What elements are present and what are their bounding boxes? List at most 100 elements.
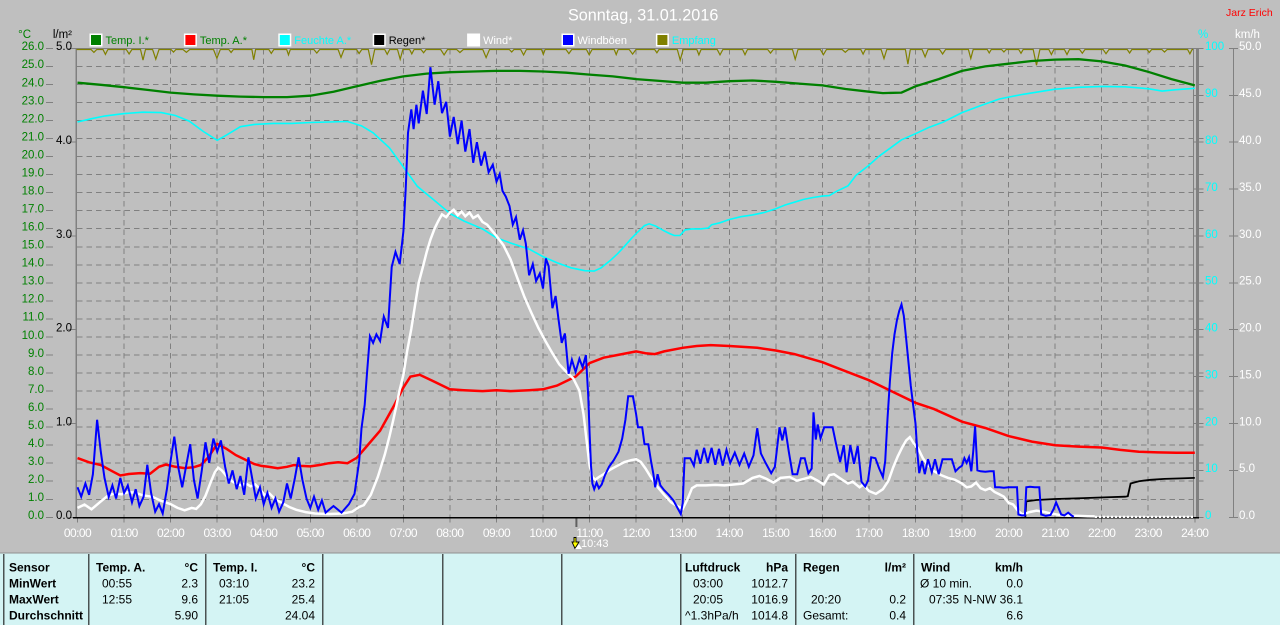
svg-text:26.0: 26.0 — [22, 41, 44, 53]
svg-text:°C: °C — [185, 561, 199, 575]
svg-text:17.0: 17.0 — [22, 204, 44, 216]
svg-text:2.0: 2.0 — [28, 474, 44, 486]
svg-text:Windböen: Windböen — [578, 35, 628, 47]
svg-text:14.0: 14.0 — [22, 258, 44, 270]
svg-text:5.0: 5.0 — [28, 420, 44, 432]
svg-text:24.0: 24.0 — [22, 77, 44, 89]
svg-text:Durchschnitt: Durchschnitt — [9, 609, 83, 623]
svg-text:MinWert: MinWert — [9, 577, 56, 591]
svg-text:20.0: 20.0 — [22, 149, 44, 161]
svg-text:Temp. A.*: Temp. A.* — [200, 35, 248, 47]
svg-text:21:05: 21:05 — [219, 593, 249, 607]
svg-text:hPa: hPa — [766, 561, 788, 575]
svg-text:20:20: 20:20 — [811, 593, 841, 607]
svg-text:5.0: 5.0 — [1239, 463, 1255, 475]
svg-text:00:00: 00:00 — [64, 526, 92, 540]
svg-text:17:00: 17:00 — [855, 526, 883, 540]
svg-text:MaxWert: MaxWert — [9, 593, 59, 607]
svg-text:0.0: 0.0 — [56, 510, 72, 522]
svg-text:10: 10 — [1205, 463, 1218, 475]
svg-text:19:00: 19:00 — [948, 526, 976, 540]
svg-text:25.4: 25.4 — [292, 593, 316, 607]
svg-text:6.0: 6.0 — [28, 402, 44, 414]
svg-text:Regen*: Regen* — [389, 35, 426, 47]
svg-text:06:00: 06:00 — [343, 526, 371, 540]
svg-text:3.0: 3.0 — [28, 456, 44, 468]
svg-text:6.6: 6.6 — [1006, 609, 1023, 623]
svg-text:18:00: 18:00 — [902, 526, 930, 540]
svg-text:Empfang: Empfang — [672, 35, 716, 47]
svg-text:12:00: 12:00 — [622, 526, 650, 540]
svg-text:11:00: 11:00 — [576, 526, 603, 540]
svg-text:8.0: 8.0 — [28, 366, 44, 378]
svg-text:15.0: 15.0 — [1239, 369, 1261, 381]
svg-text:Wind: Wind — [921, 561, 950, 575]
svg-text:08:00: 08:00 — [436, 526, 464, 540]
svg-text:20.0: 20.0 — [1239, 323, 1261, 335]
svg-text:Regen: Regen — [803, 561, 840, 575]
svg-text:80: 80 — [1205, 135, 1218, 147]
svg-text:1016.9: 1016.9 — [751, 593, 788, 607]
svg-text:1012.7: 1012.7 — [751, 577, 788, 591]
svg-text:02:00: 02:00 — [157, 526, 185, 540]
svg-text:0.0: 0.0 — [28, 510, 44, 522]
svg-text:4.0: 4.0 — [56, 135, 72, 147]
svg-text:23.0: 23.0 — [22, 95, 44, 107]
svg-text:N-NW 36.1: N-NW 36.1 — [964, 593, 1024, 607]
svg-text:22:00: 22:00 — [1088, 526, 1116, 540]
svg-text:Wind*: Wind* — [483, 35, 513, 47]
svg-text:l/m²: l/m² — [885, 561, 906, 575]
svg-text:l/m²: l/m² — [53, 29, 72, 41]
svg-text:05:00: 05:00 — [297, 526, 325, 540]
svg-text:30: 30 — [1205, 369, 1218, 381]
svg-text:0.2: 0.2 — [889, 593, 906, 607]
svg-text:13:00: 13:00 — [669, 526, 697, 540]
svg-text:07:35: 07:35 — [929, 593, 959, 607]
svg-text:km/h: km/h — [1235, 29, 1260, 41]
svg-text:^1.3hPa/h: ^1.3hPa/h — [685, 609, 739, 623]
svg-text:1014.8: 1014.8 — [751, 609, 788, 623]
svg-text:0: 0 — [1205, 510, 1211, 522]
svg-text:50: 50 — [1205, 276, 1218, 288]
svg-text:03:00: 03:00 — [693, 577, 723, 591]
svg-text:9.0: 9.0 — [28, 348, 44, 360]
svg-text:0.0: 0.0 — [1239, 510, 1255, 522]
svg-text:12:55: 12:55 — [102, 593, 132, 607]
svg-text:50.0: 50.0 — [1239, 41, 1261, 53]
svg-text:21.0: 21.0 — [22, 131, 44, 143]
svg-text:10:00: 10:00 — [529, 526, 557, 540]
svg-text:40: 40 — [1205, 323, 1218, 335]
svg-text:07:00: 07:00 — [390, 526, 418, 540]
svg-text:°C: °C — [18, 29, 31, 41]
svg-text:Gesamt:: Gesamt: — [803, 609, 848, 623]
svg-text:10:43: 10:43 — [581, 538, 609, 550]
svg-text:25.0: 25.0 — [22, 59, 44, 71]
svg-text:°C: °C — [302, 561, 316, 575]
svg-text:Sonntag, 31.01.2016: Sonntag, 31.01.2016 — [568, 7, 718, 25]
svg-text:5.0: 5.0 — [56, 41, 72, 53]
svg-text:09:00: 09:00 — [483, 526, 511, 540]
svg-text:15.0: 15.0 — [22, 240, 44, 252]
svg-text:24:00: 24:00 — [1181, 526, 1209, 540]
svg-text:4.0: 4.0 — [28, 438, 44, 450]
svg-text:90: 90 — [1205, 88, 1218, 100]
svg-text:100: 100 — [1205, 41, 1224, 53]
svg-text:25.0: 25.0 — [1239, 276, 1261, 288]
svg-text:23:00: 23:00 — [1135, 526, 1163, 540]
svg-text:%: % — [1198, 29, 1208, 41]
svg-text:Ø 10 min.: Ø 10 min. — [920, 577, 972, 591]
svg-text:70: 70 — [1205, 182, 1218, 194]
svg-text:2.3: 2.3 — [181, 577, 198, 591]
svg-text:00:55: 00:55 — [102, 577, 132, 591]
svg-text:Feuchte A.*: Feuchte A.* — [294, 35, 352, 47]
svg-text:Temp. A.: Temp. A. — [96, 561, 145, 575]
svg-text:21:00: 21:00 — [1041, 526, 1069, 540]
svg-text:Temp. I.*: Temp. I.* — [106, 35, 150, 47]
svg-text:12.0: 12.0 — [22, 294, 44, 306]
svg-text:0.0: 0.0 — [1006, 577, 1023, 591]
svg-text:14:00: 14:00 — [716, 526, 744, 540]
svg-text:01:00: 01:00 — [110, 526, 138, 540]
svg-text:3.0: 3.0 — [56, 229, 72, 241]
svg-text:45.0: 45.0 — [1239, 88, 1261, 100]
svg-text:35.0: 35.0 — [1239, 182, 1261, 194]
